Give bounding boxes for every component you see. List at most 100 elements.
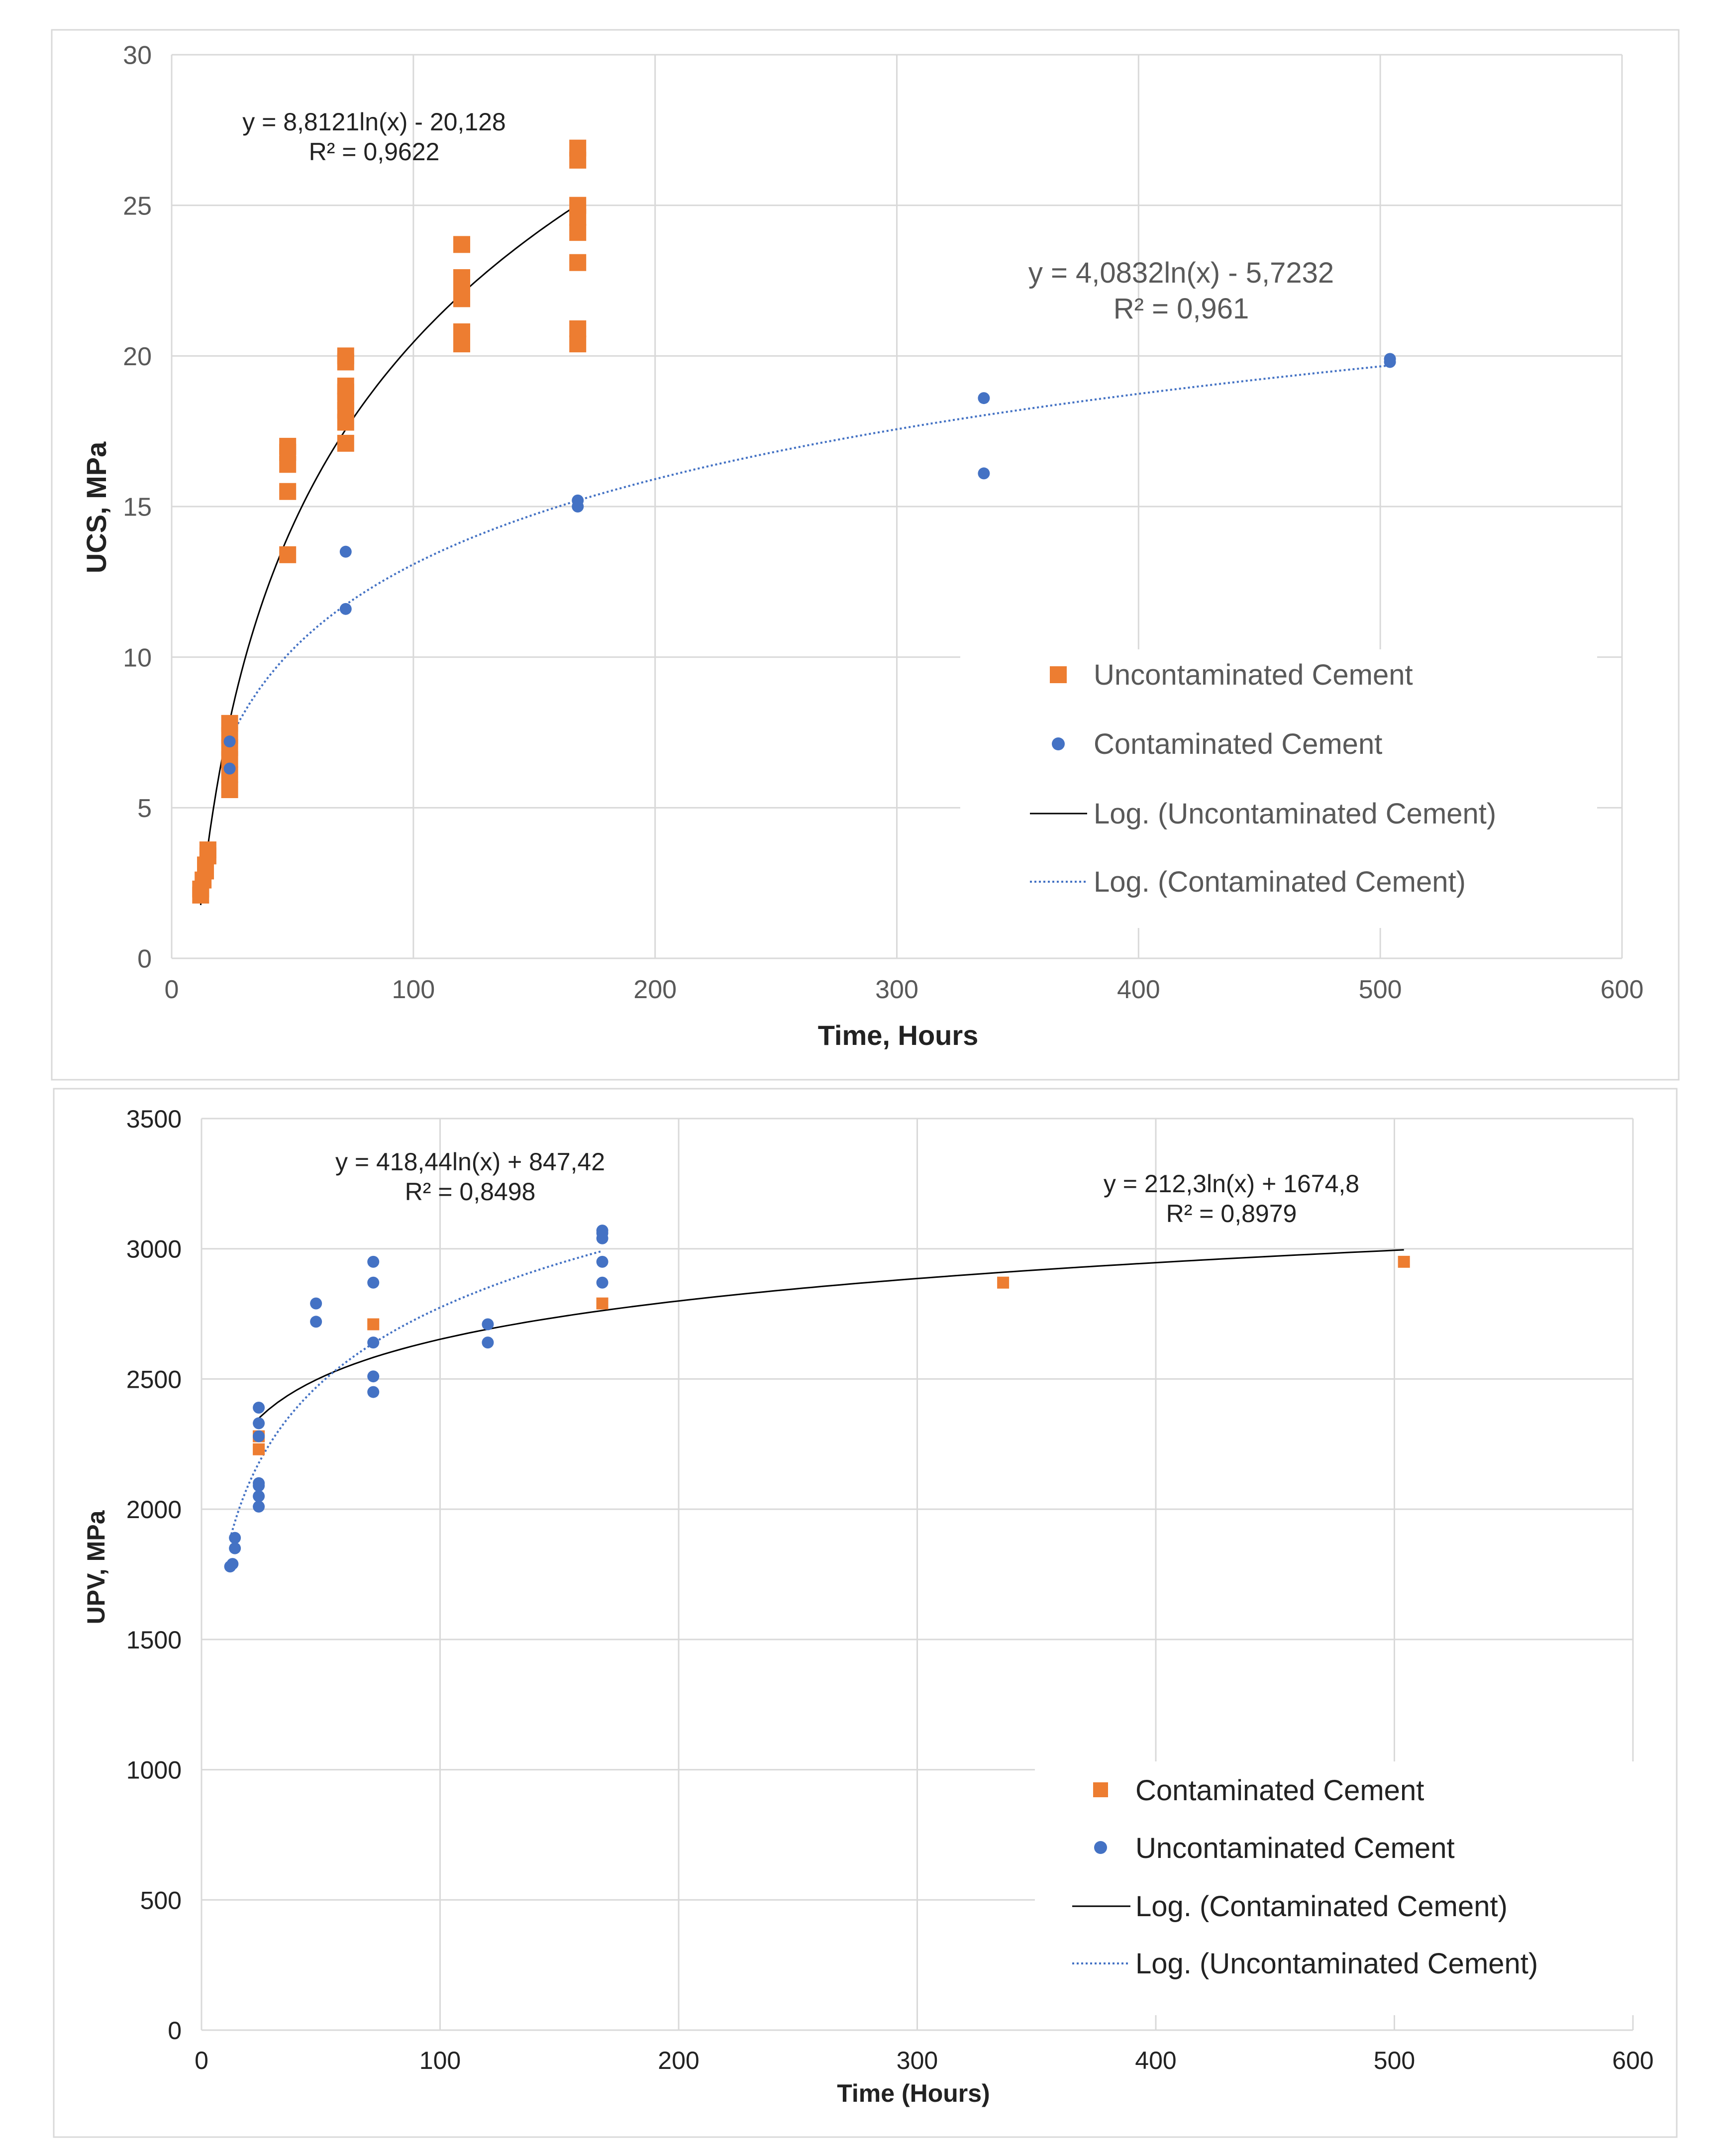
ucs-legend-circle-marker bbox=[1052, 737, 1065, 750]
upv-circle-point bbox=[367, 1255, 380, 1268]
ucs-trendline-solid bbox=[200, 204, 579, 906]
ucs-circle-point bbox=[978, 392, 990, 405]
ucs-r2-contaminated: R² = 0,961 bbox=[1114, 293, 1249, 325]
upv-circle-point bbox=[310, 1316, 322, 1328]
upv-circle-point bbox=[367, 1276, 380, 1289]
upv-y-tick-label: 0 bbox=[168, 2017, 182, 2045]
ucs-legend-label-2: Contaminated Cement bbox=[1094, 728, 1382, 760]
ucs-x-tick-label: 400 bbox=[1117, 975, 1160, 1004]
upv-y-tick-label: 1500 bbox=[126, 1626, 182, 1654]
upv-circle-point bbox=[596, 1225, 608, 1237]
upv-circle-point bbox=[253, 1500, 265, 1513]
upv-circle-point bbox=[482, 1336, 494, 1349]
upv-y-tick-labels: 0 500 1000 1500 2000 2500 3000 3500 bbox=[126, 1105, 182, 2045]
ucs-square-point bbox=[221, 781, 238, 799]
upv-y-tick-label: 500 bbox=[140, 1886, 182, 1914]
ucs-circle-point bbox=[223, 735, 236, 748]
ucs-y-tick-label: 15 bbox=[123, 493, 152, 522]
ucs-y-tick-label: 30 bbox=[123, 41, 152, 70]
upv-square-point bbox=[997, 1276, 1010, 1289]
ucs-x-tick-label: 200 bbox=[633, 975, 677, 1004]
ucs-square-point bbox=[569, 335, 587, 353]
ucs-circle-point bbox=[1384, 353, 1396, 365]
ucs-x-tick-label: 0 bbox=[165, 975, 179, 1004]
ucs-trendlines bbox=[200, 204, 1390, 906]
upv-circle-point bbox=[596, 1276, 608, 1289]
upv-x-tick-label: 400 bbox=[1135, 2047, 1176, 2074]
upv-circle-point bbox=[253, 1402, 265, 1414]
upv-circle-point bbox=[229, 1532, 241, 1544]
upv-data-points bbox=[224, 1225, 1410, 1573]
upv-legend-circle-marker bbox=[1094, 1841, 1107, 1854]
ucs-legend-label-1: Uncontaminated Cement bbox=[1094, 659, 1413, 691]
ucs-legend-label-3: Log. (Uncontaminated Cement) bbox=[1094, 798, 1496, 830]
upv-trendline-solid bbox=[258, 1249, 1404, 1419]
upv-circle-point bbox=[226, 1558, 239, 1570]
upv-x-tick-label: 200 bbox=[658, 2047, 699, 2074]
ucs-square-point bbox=[569, 197, 587, 214]
ucs-circle-point bbox=[339, 545, 352, 558]
ucs-x-tick-label: 500 bbox=[1359, 975, 1402, 1004]
ucs-x-tick-label: 100 bbox=[392, 975, 435, 1004]
upv-x-tick-label: 300 bbox=[897, 2047, 938, 2074]
upv-circle-point bbox=[367, 1370, 380, 1383]
ucs-square-point bbox=[569, 139, 587, 157]
upv-legend-label-1: Contaminated Cement bbox=[1135, 1774, 1424, 1807]
ucs-square-point bbox=[279, 437, 297, 455]
upv-equation-contaminated: y = 212,3ln(x) + 1674,8 bbox=[1104, 1170, 1359, 1198]
upv-x-tick-label: 0 bbox=[195, 2047, 208, 2074]
upv-circle-point bbox=[253, 1477, 265, 1489]
ucs-square-point bbox=[199, 841, 216, 859]
ucs-square-point bbox=[337, 377, 354, 395]
upv-circle-point bbox=[367, 1386, 380, 1398]
upv-gridlines bbox=[201, 1118, 1634, 2031]
upv-square-point bbox=[596, 1297, 608, 1310]
upv-circle-point bbox=[229, 1542, 241, 1554]
upv-legend-label-4: Log. (Uncontaminated Cement) bbox=[1135, 1948, 1538, 1980]
ucs-y-tick-label: 20 bbox=[123, 342, 152, 371]
ucs-x-tick-label: 600 bbox=[1601, 975, 1644, 1004]
upv-square-point bbox=[253, 1443, 265, 1455]
upv-legend-label-3: Log. (Contaminated Cement) bbox=[1135, 1890, 1508, 1923]
ucs-square-point bbox=[569, 224, 587, 241]
ucs-r2-uncontaminated: R² = 0,9622 bbox=[309, 138, 440, 166]
ucs-equation-uncontaminated: y = 8,8121ln(x) - 20,128 bbox=[242, 108, 506, 136]
upv-circle-point bbox=[367, 1336, 380, 1349]
ucs-y-tick-labels: 0 5 10 15 20 25 30 bbox=[123, 41, 152, 974]
upv-chart: 0 500 1000 1500 2000 2500 3000 3500 0 100 200 300 4… bbox=[53, 1088, 1678, 2138]
ucs-x-tick-labels: 0 100 200 300 400 500 600 bbox=[165, 975, 1644, 1004]
ucs-y-tick-label: 10 bbox=[123, 643, 152, 672]
upv-square-point bbox=[367, 1318, 380, 1331]
ucs-equation-contaminated: y = 4,0832ln(x) - 5,7232 bbox=[1028, 257, 1334, 289]
ucs-trendline-dotted bbox=[228, 364, 1390, 740]
upv-circle-point bbox=[253, 1417, 265, 1430]
ucs-y-tick-label: 25 bbox=[123, 192, 152, 220]
ucs-square-point bbox=[569, 320, 587, 337]
ucs-x-tick-label: 300 bbox=[875, 975, 918, 1004]
ucs-square-point bbox=[453, 269, 470, 286]
upv-y-tick-label: 1000 bbox=[126, 1756, 182, 1784]
ucs-legend-square-marker bbox=[1050, 666, 1067, 683]
ucs-legend: Uncontaminated Cement Contaminated Cemen… bbox=[960, 649, 1597, 928]
ucs-y-tick-label: 0 bbox=[137, 945, 152, 974]
upv-x-tick-label: 100 bbox=[419, 2047, 461, 2074]
ucs-square-point bbox=[453, 323, 470, 340]
ucs-circle-point bbox=[572, 494, 584, 507]
upv-circle-point bbox=[482, 1318, 494, 1331]
upv-legend-square-marker bbox=[1093, 1782, 1108, 1797]
ucs-circle-point bbox=[223, 762, 236, 775]
upv-square-point bbox=[1398, 1255, 1410, 1268]
upv-r2-uncontaminated: R² = 0,8498 bbox=[405, 1178, 536, 1206]
ucs-chart: 0 5 10 15 20 25 30 0 100 200 300 400 500 600 Time, H… bbox=[51, 29, 1680, 1081]
upv-trendline-dotted bbox=[229, 1250, 603, 1539]
upv-x-axis-label: Time (Hours) bbox=[837, 2079, 990, 2107]
upv-y-tick-label: 2500 bbox=[126, 1365, 182, 1393]
upv-legend-background bbox=[1035, 1761, 1657, 2015]
upv-trendlines bbox=[229, 1249, 1404, 1539]
upv-circle-point bbox=[253, 1430, 265, 1442]
ucs-legend-label-4: Log. (Contaminated Cement) bbox=[1094, 866, 1466, 898]
upv-y-axis-label: UPV, MPa bbox=[82, 1510, 110, 1624]
upv-y-tick-label: 3000 bbox=[126, 1235, 182, 1263]
ucs-y-axis-label: UCS, MPa bbox=[81, 441, 112, 573]
